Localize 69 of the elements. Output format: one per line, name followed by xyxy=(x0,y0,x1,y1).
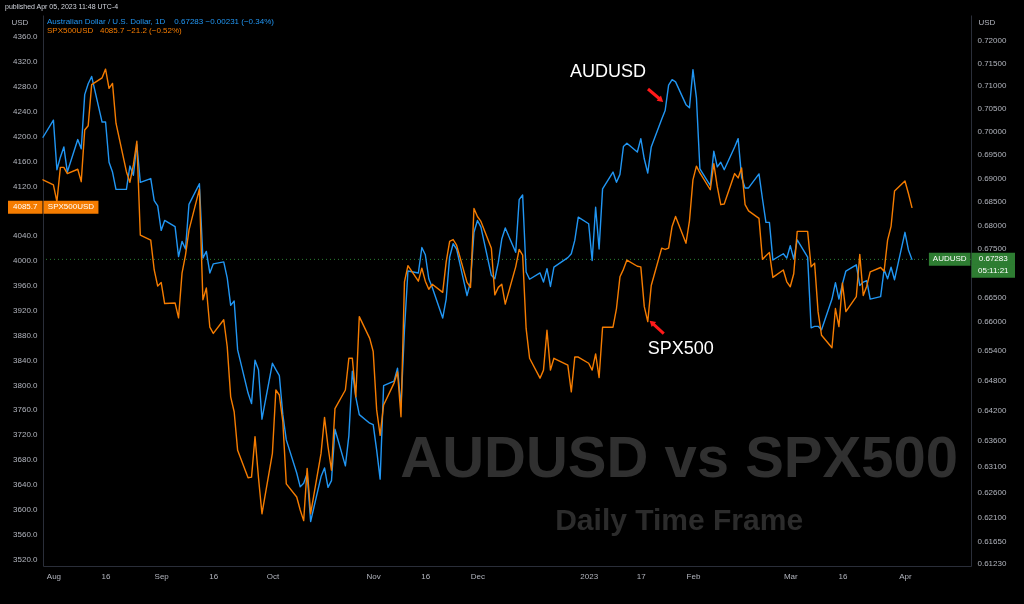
y-tick-label: 4000.0 xyxy=(13,256,39,266)
y-tick-label: 4240.0 xyxy=(13,106,39,116)
y-tick-label: 4280.0 xyxy=(13,82,39,92)
y2-tick-label: 0.71500 xyxy=(977,58,1007,68)
y-tick-label: 4360.0 xyxy=(13,32,39,42)
y-tick-label: 3680.0 xyxy=(13,455,39,465)
y2-tick-label: 0.61650 xyxy=(977,536,1007,546)
y-tick-label: 3920.0 xyxy=(13,305,39,315)
y-tick-label: 3800.0 xyxy=(13,380,39,390)
text: Australian Dollar / U.S. Dollar, 1D xyxy=(47,17,166,26)
y-tick-label: 4040.0 xyxy=(13,231,39,241)
x-tick-label: Oct xyxy=(266,571,280,581)
x-tick-label: 17 xyxy=(636,571,647,581)
y2-tick-label: 0.63600 xyxy=(977,436,1007,446)
y2-tick-label: 0.70000 xyxy=(977,127,1007,137)
y2-tick-label: 0.65400 xyxy=(977,346,1007,356)
x-tick-label: 16 xyxy=(838,571,848,581)
y2-tick-label: 0.64800 xyxy=(977,376,1007,386)
y-tick-label: 3880.0 xyxy=(13,330,39,340)
text: 4085.7 xyxy=(13,202,39,212)
y-tick-label: 3840.0 xyxy=(13,355,39,365)
y2-tick-label: 0.61230 xyxy=(977,558,1007,568)
y2-tick-label: 0.62600 xyxy=(977,487,1007,497)
y-tick-label: 3640.0 xyxy=(13,480,39,490)
annotation: 0.67283 −0.00231 (−0.34%) xyxy=(174,17,275,26)
y-tick-label: 3600.0 xyxy=(13,504,39,514)
x-tick-label: Aug xyxy=(46,571,62,581)
x-tick-label: 16 xyxy=(101,571,112,581)
y2-tick-label: 0.63100 xyxy=(977,461,1007,471)
y2-tick-label: 0.64200 xyxy=(977,406,1007,416)
y-tick-label: 3520.0 xyxy=(13,554,39,564)
text: 05:11:21 xyxy=(977,266,1010,276)
x-tick-label: Sep xyxy=(154,571,170,581)
y2-tick-label: 0.70500 xyxy=(977,104,1007,114)
annotation: SPX500 xyxy=(647,337,714,358)
y2-tick-label: 0.69500 xyxy=(977,150,1007,160)
y2-tick-label: 0.72000 xyxy=(977,36,1007,46)
y-tick-label: 3560.0 xyxy=(13,529,39,539)
y2-tick-label: 0.68500 xyxy=(977,197,1007,207)
y-tick-label: 4200.0 xyxy=(13,131,39,141)
y-tick-label: 3760.0 xyxy=(13,405,39,415)
y2-tick-label: 0.69000 xyxy=(977,173,1007,183)
y2-axis-title: USD xyxy=(978,17,996,27)
y-tick-label: 3960.0 xyxy=(13,281,39,291)
y-tick-label: 3720.0 xyxy=(13,430,39,440)
x-tick-label: 16 xyxy=(209,571,219,581)
y2-tick-label: 0.68000 xyxy=(977,220,1007,230)
x-tick-label: Nov xyxy=(366,571,381,581)
annotation: SPX500USD xyxy=(47,202,95,212)
text: SPX500USD xyxy=(47,26,94,35)
x-tick-label: Mar xyxy=(783,571,798,581)
annotation: AUDUSD xyxy=(569,61,646,81)
y-tick-label: 4160.0 xyxy=(13,156,39,166)
x-tick-label: 2023 xyxy=(580,571,599,581)
y2-tick-label: 0.66000 xyxy=(977,316,1007,326)
y-tick-label: 4320.0 xyxy=(13,57,39,67)
x-tick-label: Feb xyxy=(686,571,701,581)
annotation: AUDUSD xyxy=(932,254,967,264)
annotation: 4085.7 −21.2 (−0.52%) xyxy=(99,26,183,35)
y2-tick-label: 0.67500 xyxy=(977,244,1007,254)
y2-tick-label: 0.71000 xyxy=(977,81,1007,91)
y2-tick-label: 0.62100 xyxy=(977,513,1007,523)
x-tick-label: Apr xyxy=(899,571,913,581)
y-axis-title: USD xyxy=(11,17,29,27)
y2-tick-label: 0.66500 xyxy=(977,292,1007,302)
x-tick-label: 16 xyxy=(421,571,431,581)
ref-line-label: 0.67283 xyxy=(978,254,1009,264)
x-tick-label: Dec xyxy=(470,571,486,581)
y-tick-label: 4120.0 xyxy=(13,181,39,191)
